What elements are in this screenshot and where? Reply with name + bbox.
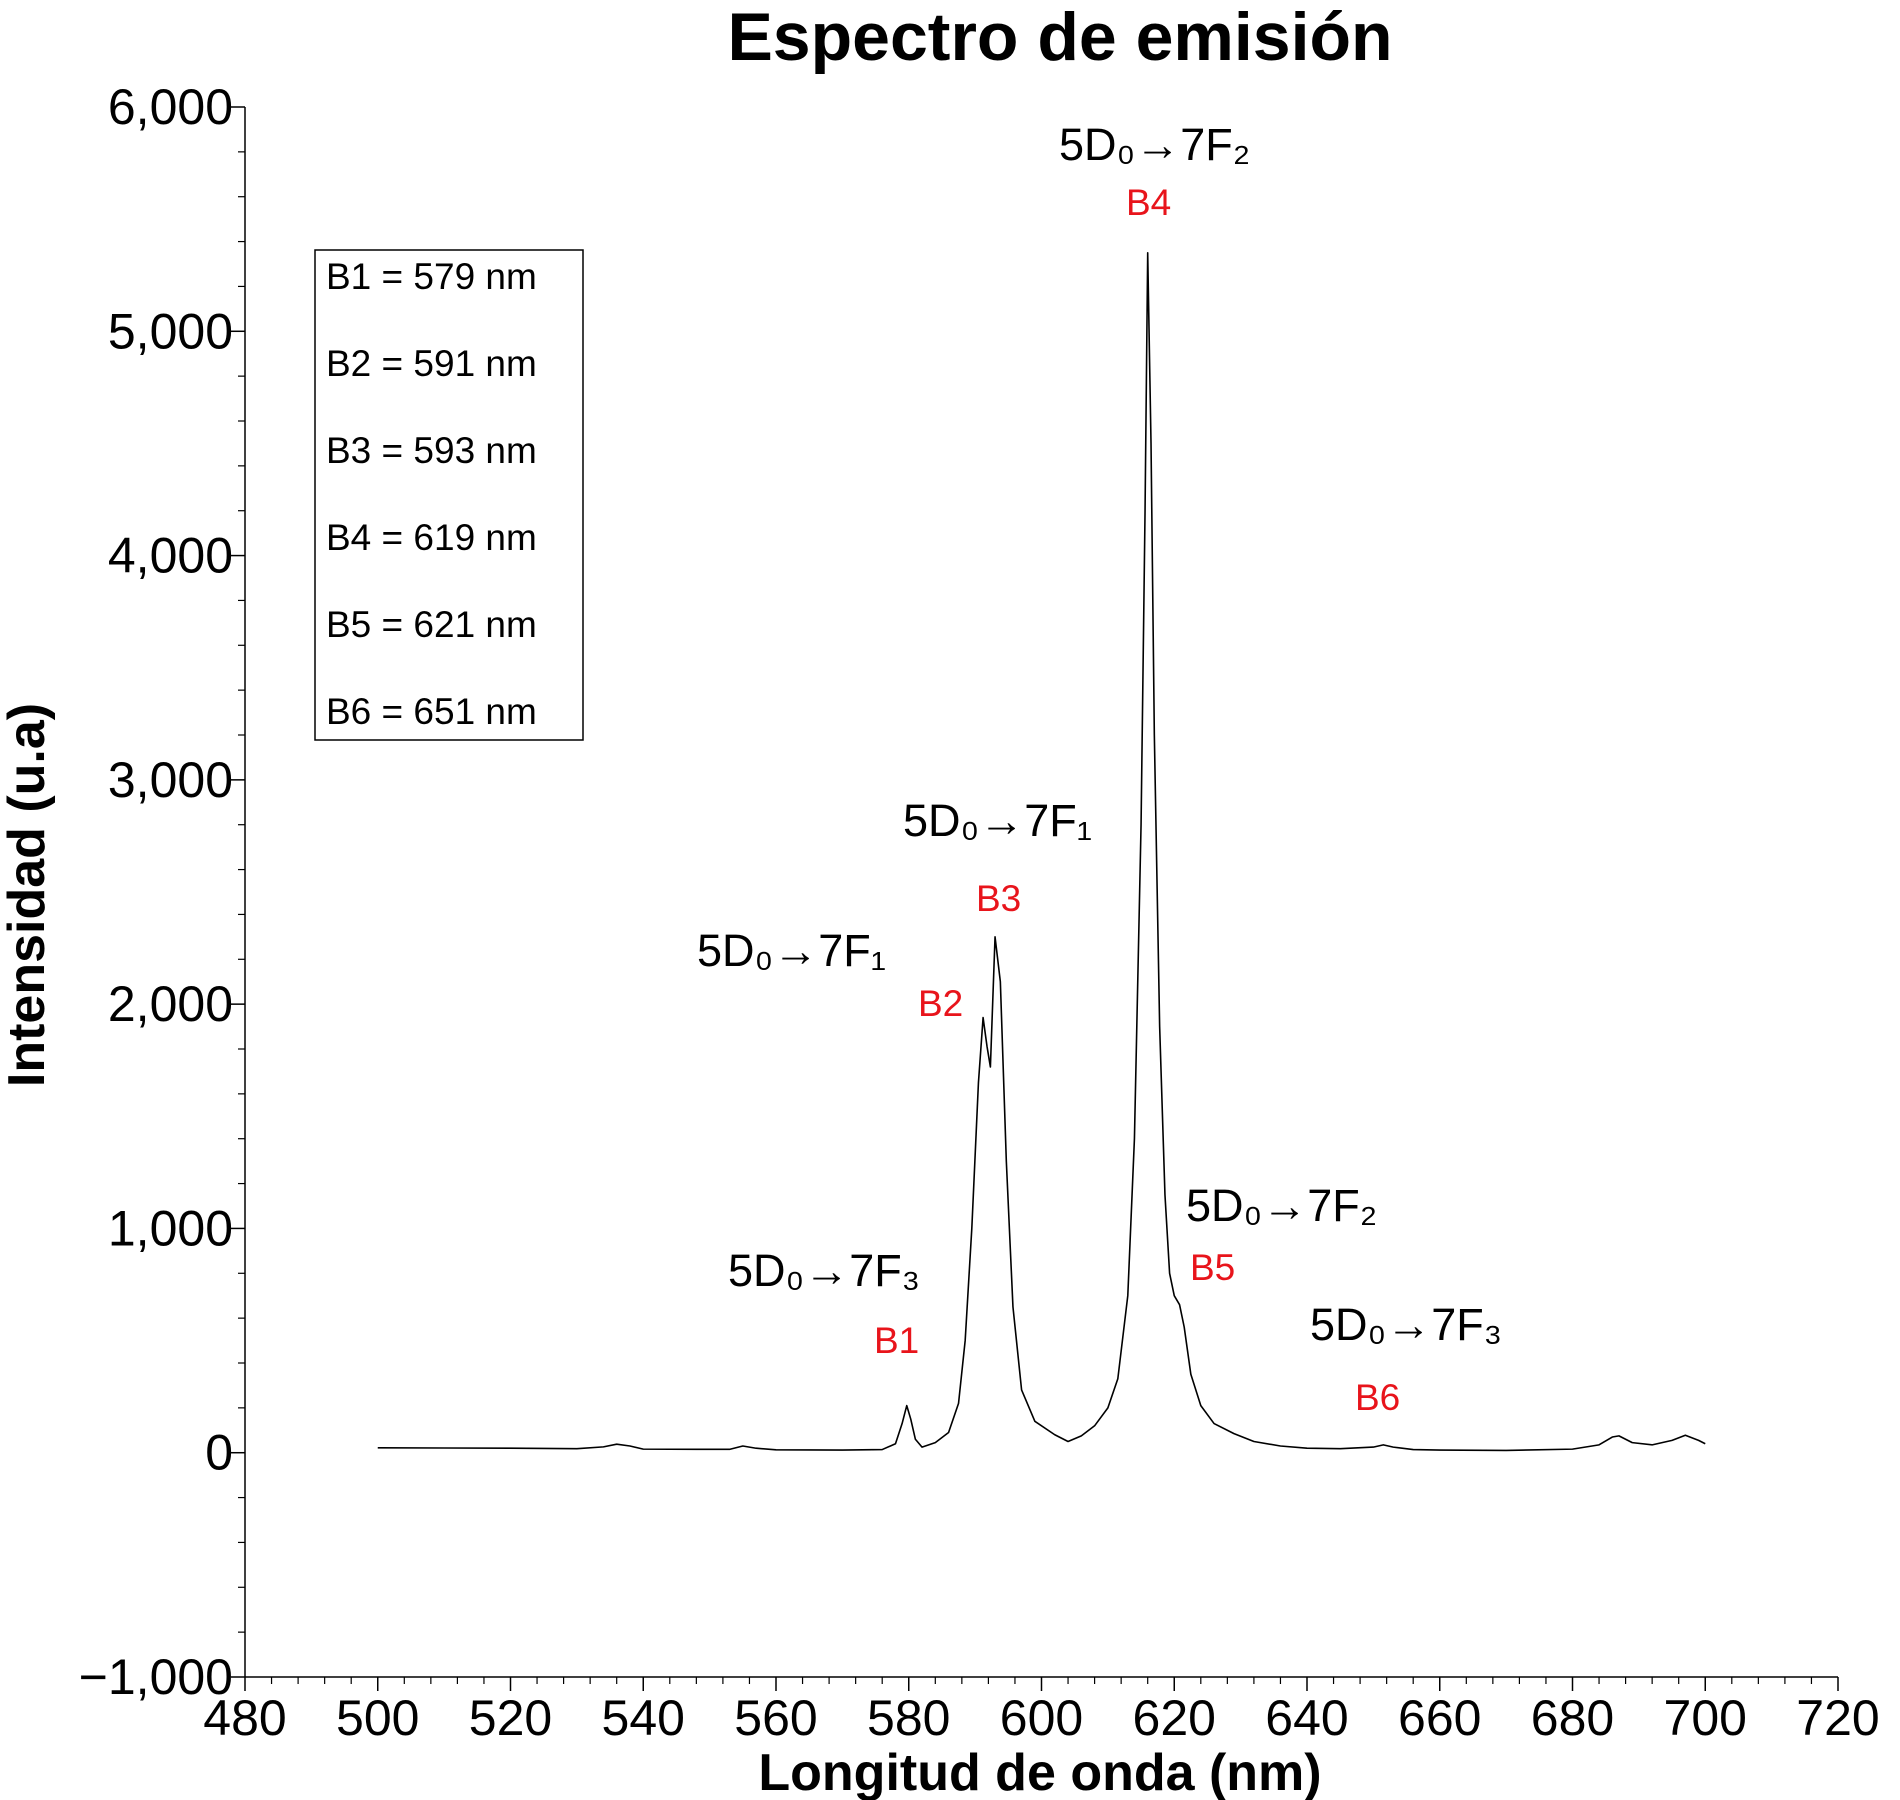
- peak-annotations: 5D₀→7F₃ B1 5D₀→7F₁ B2 5D₀→7F₁ B3 5D₀→7F₂…: [697, 119, 1502, 1418]
- x-axis-title: Longitud de onda (nm): [758, 1744, 1321, 1800]
- legend-entry: B4 = 619 nm: [326, 517, 537, 558]
- x-tick-label: 600: [1000, 1690, 1083, 1746]
- band-label-b4: B4: [1126, 182, 1171, 223]
- y-axis-title: Intensidad (u.a): [0, 703, 56, 1087]
- y-tick-label: 5,000: [108, 303, 233, 359]
- y-tick-label: 1,000: [108, 1200, 233, 1256]
- x-tick-label: 720: [1796, 1690, 1879, 1746]
- chart-title: Espectro de emisión: [727, 0, 1392, 75]
- band-label-b5: B5: [1190, 1247, 1235, 1288]
- y-tick-label: 6,000: [108, 79, 233, 135]
- legend-entry: B6 = 651 nm: [326, 691, 537, 732]
- x-tick-label: 700: [1664, 1690, 1747, 1746]
- y-tick-label: −1,000: [79, 1649, 233, 1705]
- legend: B1 = 579 nm B2 = 591 nm B3 = 593 nm B4 =…: [314, 249, 584, 741]
- y-minor-ticks: [238, 151, 245, 1633]
- y-tick-label: 4,000: [108, 528, 233, 584]
- x-tick-label: 680: [1531, 1690, 1614, 1746]
- x-tick-label: 480: [203, 1690, 286, 1746]
- y-tick-label: 2,000: [108, 976, 233, 1032]
- transition-label-b2: 5D₀→7F₁: [697, 925, 886, 976]
- spectrum-series-line: [377, 251, 1706, 1452]
- x-tick-label: 580: [867, 1690, 950, 1746]
- x-tick-label: 660: [1398, 1690, 1481, 1746]
- x-tick-label: 520: [469, 1690, 552, 1746]
- legend-entry: B5 = 621 nm: [326, 604, 537, 645]
- x-major-ticks: 480 500 520 540 560 580 600 620 640 660 680 700 720: [203, 1677, 1880, 1746]
- y-major-ticks: −1,000 0 1,000 2,000 3,000 4,000 5,000 6,000: [79, 79, 245, 1705]
- band-label-b1: B1: [874, 1320, 919, 1361]
- x-tick-label: 620: [1133, 1690, 1216, 1746]
- transition-label-b6: 5D₀→7F₃: [1310, 1299, 1502, 1350]
- x-minor-ticks: [270, 1677, 1813, 1684]
- legend-entry: B3 = 593 nm: [326, 430, 537, 471]
- x-tick-label: 640: [1265, 1690, 1348, 1746]
- transition-label-b4: 5D₀→7F₂: [1059, 119, 1250, 170]
- y-axis: −1,000 0 1,000 2,000 3,000 4,000 5,000 6,000: [79, 79, 246, 1705]
- legend-box: [314, 249, 584, 741]
- x-tick-label: 560: [734, 1690, 817, 1746]
- x-tick-label: 500: [336, 1690, 419, 1746]
- y-tick-label: 3,000: [108, 752, 233, 808]
- legend-entry: B2 = 591 nm: [326, 343, 537, 384]
- transition-label-b3: 5D₀→7F₁: [903, 795, 1092, 846]
- legend-entry: B1 = 579 nm: [326, 256, 537, 297]
- transition-label-b1: 5D₀→7F₃: [728, 1245, 920, 1296]
- band-label-b2: B2: [918, 983, 963, 1024]
- transition-label-b5: 5D₀→7F₂: [1186, 1180, 1377, 1231]
- band-label-b3: B3: [976, 878, 1021, 919]
- y-tick-label: 0: [205, 1425, 233, 1481]
- band-label-b6: B6: [1355, 1377, 1400, 1418]
- x-axis: 480 500 520 540 560 580 600 620 640 660 680 700 720: [203, 1676, 1880, 1746]
- x-tick-label: 540: [602, 1690, 685, 1746]
